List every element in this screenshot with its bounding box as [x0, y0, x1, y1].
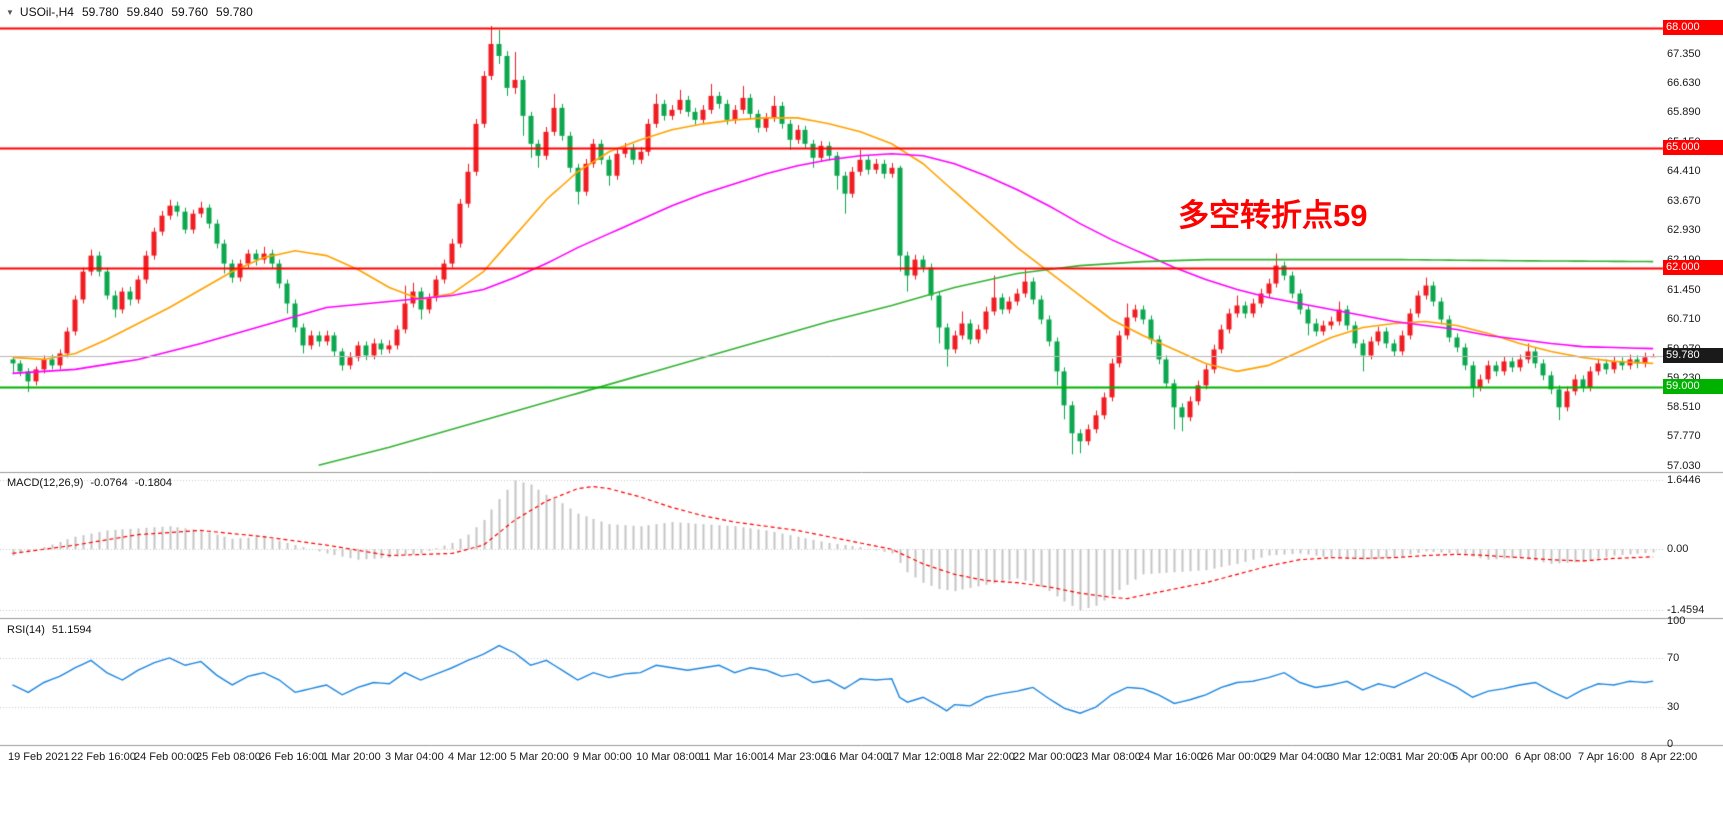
macd-axis-tick: -1.4594 — [1667, 604, 1705, 616]
date-axis-tick: 5 Mar 20:00 — [510, 751, 569, 763]
price-axis-tick: 61.450 — [1667, 284, 1701, 296]
date-axis-tick: 17 Mar 12:00 — [887, 751, 952, 763]
price-axis-tick: 67.350 — [1667, 48, 1701, 60]
price-axis-tick: 64.410 — [1667, 165, 1701, 177]
date-axis-tick: 3 Mar 04:00 — [385, 751, 444, 763]
macd-axis-tick: 0.00 — [1667, 543, 1689, 555]
date-axis-tick: 11 Mar 16:00 — [699, 751, 764, 763]
price-axis-tick: 57.030 — [1667, 460, 1701, 472]
quote-close: 59.780 — [216, 5, 253, 19]
date-axis-tick: 5 Apr 00:00 — [1452, 751, 1509, 763]
quote-high: 59.840 — [126, 5, 164, 19]
price-axis-tick: 63.670 — [1667, 195, 1701, 207]
rsi-pane-label: RSI(14) 51.1594 — [7, 624, 92, 636]
date-axis-tick: 8 Apr 22:00 — [1641, 751, 1698, 763]
date-axis-tick: 9 Mar 00:00 — [573, 751, 632, 763]
price-level-tag: 59.000 — [1663, 379, 1723, 394]
symbol-dropdown-icon[interactable]: ▼ — [6, 7, 14, 17]
price-axis-tick: 57.770 — [1667, 430, 1701, 442]
date-axis-tick: 30 Mar 12:00 — [1327, 751, 1392, 763]
date-axis-tick: 16 Mar 04:00 — [824, 751, 889, 763]
date-axis-tick: 14 Mar 23:00 — [762, 751, 827, 763]
symbol-timeframe-label: USOil-,H4 — [19, 5, 74, 19]
macd-signal-value: -0.1804 — [134, 477, 173, 489]
date-axis-tick: 24 Mar 16:00 — [1138, 751, 1203, 763]
date-axis-tick: 23 Mar 08:00 — [1076, 751, 1141, 763]
date-axis-tick: 6 Apr 08:00 — [1515, 751, 1572, 763]
quote-open: 59.780 — [81, 5, 119, 19]
price-level-tag: 65.000 — [1663, 140, 1723, 155]
price-axis-tick: 62.930 — [1667, 224, 1701, 236]
price-axis-tick: 58.510 — [1667, 401, 1701, 413]
rsi-axis-tick: 0 — [1667, 738, 1674, 750]
date-axis-tick: 31 Mar 20:00 — [1390, 751, 1455, 763]
date-axis-tick: 19 Feb 2021 — [8, 751, 70, 763]
date-axis-tick: 4 Mar 12:00 — [448, 751, 507, 763]
rsi-value: 51.1594 — [51, 624, 92, 636]
date-axis-tick: 26 Mar 00:00 — [1201, 751, 1266, 763]
price-level-tag: 62.000 — [1663, 260, 1723, 275]
rsi-axis-tick: 100 — [1667, 615, 1686, 627]
date-axis-tick: 1 Mar 20:00 — [322, 751, 381, 763]
macd-main-value: -0.0764 — [90, 477, 128, 489]
date-axis-tick: 24 Feb 00:00 — [134, 751, 199, 763]
date-axis-tick: 29 Mar 04:00 — [1264, 751, 1329, 763]
date-axis-tick: 22 Feb 16:00 — [71, 751, 136, 763]
rsi-axis-tick: 30 — [1667, 701, 1680, 713]
price-level-tag: 68.000 — [1663, 20, 1723, 35]
chart-header: ▼ USOil-,H4 59.780 59.840 59.760 59.780 — [6, 5, 253, 19]
macd-pane-label: MACD(12,26,9) -0.0764 -0.1804 — [7, 477, 172, 489]
price-axis-tick: 66.630 — [1667, 77, 1701, 89]
macd-title: MACD(12,26,9) — [7, 477, 84, 489]
quote-low: 59.760 — [171, 5, 209, 19]
price-axis-tick: 60.710 — [1667, 313, 1701, 325]
chart-text-annotation: 多空转折点59 — [1178, 198, 1368, 233]
date-axis-tick: 22 Mar 00:00 — [1013, 751, 1078, 763]
date-axis-tick: 25 Feb 08:00 — [196, 751, 261, 763]
date-axis-tick: 18 Mar 22:00 — [950, 751, 1015, 763]
date-axis-tick: 26 Feb 16:00 — [259, 751, 324, 763]
current-price-tag: 59.780 — [1663, 348, 1723, 363]
date-axis-tick: 10 Mar 08:00 — [636, 751, 701, 763]
date-axis-tick: 7 Apr 16:00 — [1578, 751, 1635, 763]
macd-axis-tick: 1.6446 — [1667, 474, 1701, 486]
price-axis-tick: 65.890 — [1667, 106, 1701, 118]
rsi-title: RSI(14) — [7, 624, 45, 636]
rsi-axis-tick: 70 — [1667, 652, 1680, 664]
